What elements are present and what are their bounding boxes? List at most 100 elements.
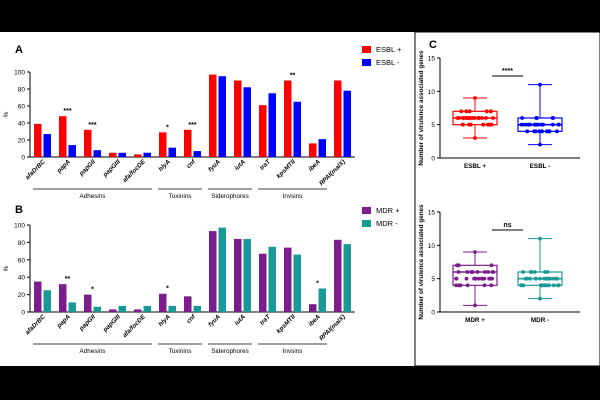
data-point-esbl: [461, 122, 465, 127]
bar-esbl-rpai-malx: [334, 80, 342, 157]
significance-mark-kpsmtii: **: [290, 73, 296, 80]
box-mdr: [452, 264, 498, 286]
y-tick-label: 5: [431, 276, 435, 283]
bar-esbl-papa: [68, 145, 76, 157]
bar-esbl-trat: [268, 93, 276, 157]
data-point-mdr: [533, 276, 538, 281]
data-point-esbl: [551, 116, 555, 120]
data-point-esbl: [468, 116, 473, 120]
y-tick-label: 0: [21, 310, 25, 317]
bar-esbl-papa: [59, 116, 67, 157]
data-point-mdr: [480, 276, 485, 281]
data-point-mdr: [547, 276, 551, 281]
y-tick-label: 40: [18, 121, 26, 128]
bar-mdr-rpai-malx: [343, 244, 351, 312]
data-point-mdr: [542, 276, 547, 281]
significance-mark-hlya: *: [166, 286, 169, 293]
y-tick-label: 15: [428, 56, 436, 63]
data-point-esbl: [533, 122, 538, 127]
data-point-esbl: [525, 129, 530, 134]
legend-swatch-mdr: [362, 207, 371, 214]
data-point-mdr: [454, 276, 458, 281]
bar-esbl-afadrbc: [34, 123, 42, 157]
data-point-mdr: [456, 263, 461, 268]
data-point-mdr: [482, 283, 487, 288]
bar-mdr-cnf: [193, 305, 201, 312]
bar-esbl-papgiii: [118, 152, 126, 157]
top-black-band: [0, 0, 600, 32]
data-point-mdr: [551, 276, 555, 281]
bar-mdr-papgiii: [118, 305, 126, 312]
group-label-invsins: Invsins: [283, 348, 303, 355]
y-tick-label: 15: [428, 210, 436, 217]
data-point-mdr: [465, 283, 470, 288]
data-point-mdr: [556, 283, 561, 288]
data-point-esbl: [464, 109, 469, 114]
data-point-mdr: [528, 276, 532, 281]
bar-mdr-papgiii: [109, 309, 117, 312]
bar-esbl-ibea: [318, 139, 326, 157]
x-tick-label-mdr: MDR -: [531, 317, 549, 324]
group-label-toxinins: Toxinins: [169, 193, 192, 200]
bottom-black-band: [0, 366, 600, 400]
data-point-esbl: [537, 129, 542, 134]
bar-esbl-kpsmtii: [284, 80, 292, 157]
panel-label-c: C: [429, 39, 437, 51]
data-point-esbl: [547, 129, 552, 134]
y-axis-title: %: [3, 111, 10, 117]
data-point-mdr: [540, 283, 544, 288]
legend-label-mdr: MDR -: [376, 219, 398, 228]
data-point-mdr: [464, 276, 469, 281]
data-point-esbl: [550, 122, 555, 127]
data-point-mdr: [472, 276, 477, 281]
data-point-mdr: [456, 270, 461, 274]
data-point-esbl: [467, 109, 472, 114]
data-point-esbl: [480, 116, 485, 120]
y-tick-label: 100: [14, 223, 25, 230]
panel-c-frame: [414, 31, 600, 367]
data-point-mdr: [483, 270, 487, 274]
significance-mark-papgii: ***: [88, 122, 96, 129]
bar-esbl-fyua: [218, 76, 226, 157]
bar-mdr-rpai-malx: [334, 239, 342, 312]
data-point-mdr: [532, 270, 537, 274]
data-point-esbl: [467, 122, 471, 127]
data-point-mdr: [454, 283, 459, 288]
bar-esbl-trat: [259, 105, 267, 157]
data-point-mdr: [547, 283, 551, 288]
bar-mdr-kpsmtii: [284, 247, 292, 312]
y-tick-label: 0: [21, 155, 25, 162]
y-tick-label: 60: [18, 104, 26, 111]
bar-esbl-iuta: [243, 87, 251, 157]
bar-mdr-afa-focde: [143, 305, 151, 312]
data-point-esbl: [481, 122, 486, 127]
data-point-mdr: [489, 263, 494, 268]
bar-mdr-kpsmtii: [293, 254, 301, 312]
data-point-mdr: [488, 276, 493, 281]
data-point-esbl: [473, 136, 477, 140]
data-point-esbl: [459, 109, 464, 114]
bar-esbl-papgii: [93, 150, 101, 157]
bar-esbl-kpsmtii: [293, 101, 301, 157]
group-label-toxinins: Toxinins: [169, 348, 192, 355]
data-point-esbl: [476, 116, 481, 120]
legend-swatch-esbl: [362, 59, 371, 66]
data-point-esbl: [473, 96, 477, 100]
y-tick-label: 80: [18, 87, 26, 94]
significance-mark-papgii: *: [91, 287, 94, 294]
group-label-adhesins: Adhesins: [80, 348, 106, 355]
bar-mdr-papa: [68, 302, 76, 312]
bar-esbl-rpai-malx: [343, 90, 351, 157]
y-tick-label: 0: [431, 310, 435, 317]
bar-esbl-hlya: [159, 132, 167, 157]
data-point-esbl: [521, 122, 526, 127]
data-point-esbl: [556, 122, 561, 127]
data-point-mdr: [489, 283, 494, 288]
y-tick-label: 10: [428, 243, 436, 250]
y-tick-label: 20: [18, 292, 26, 299]
x-tick-label-mdr: MDR +: [465, 317, 485, 324]
data-point-esbl: [539, 122, 544, 127]
